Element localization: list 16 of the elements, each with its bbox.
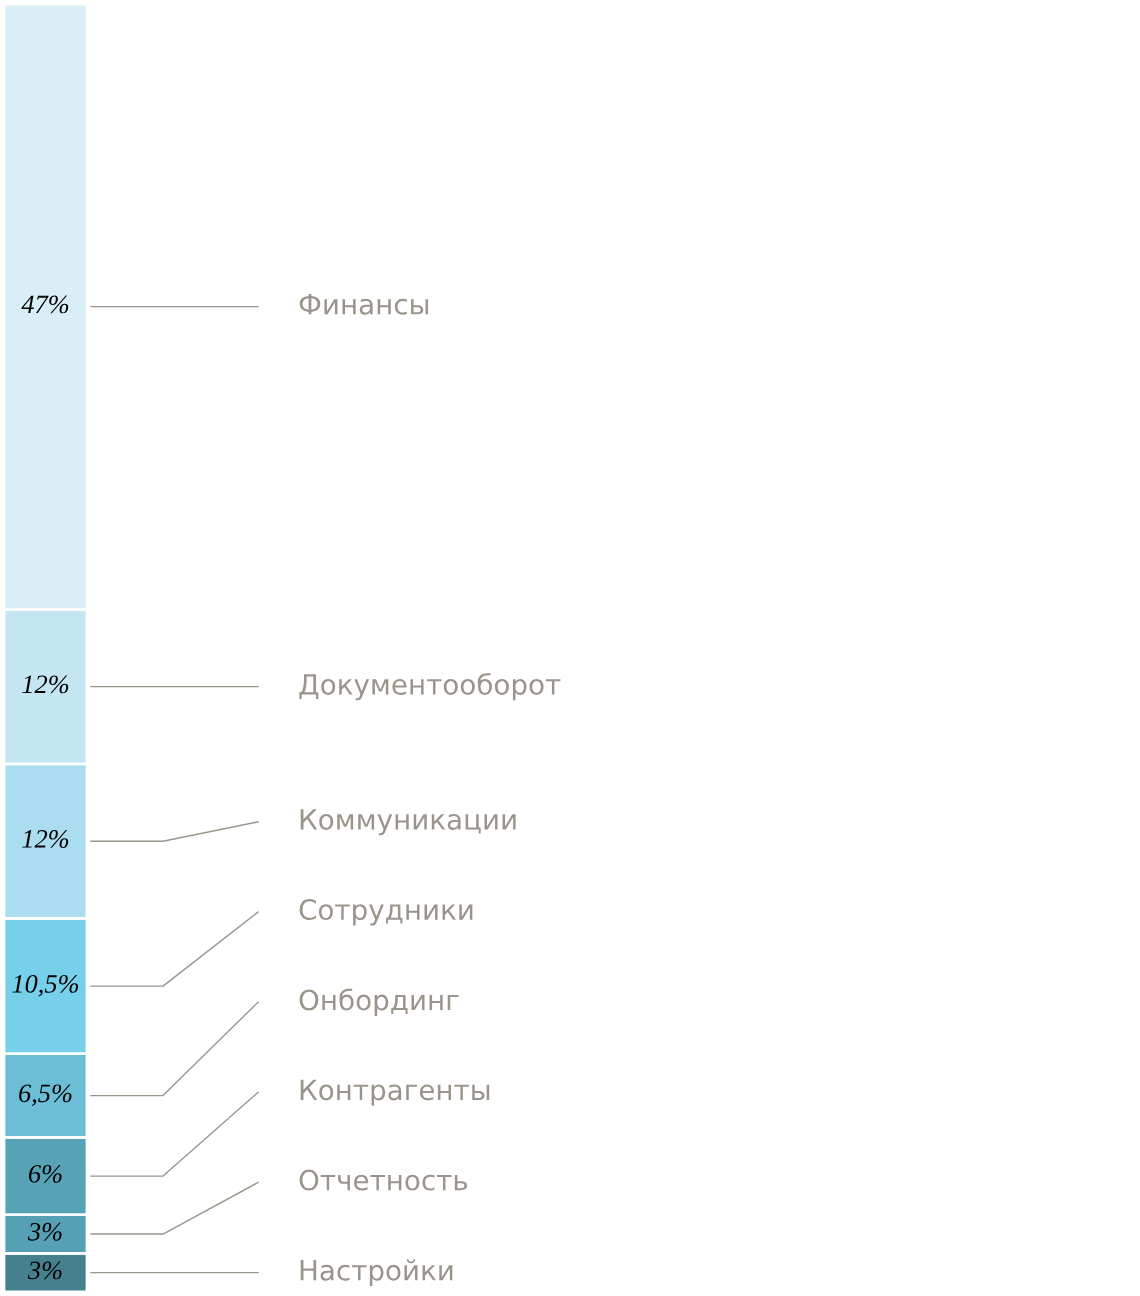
data-label: 47% — [21, 295, 69, 314]
data-label: 6,5% — [19, 1084, 72, 1106]
text: Настройки — [300, 1259, 453, 1287]
text: Финансы — [299, 294, 429, 315]
data-label: 3% — [27, 1222, 62, 1241]
text: Документооборот — [299, 672, 561, 701]
text: Сотрудники — [299, 899, 473, 926]
data-label: 6% — [28, 1164, 62, 1183]
text: Контрагенты — [300, 1079, 490, 1106]
text: Онбординг — [299, 988, 459, 1016]
data-label: 12% — [22, 675, 69, 694]
text: Отчетность — [299, 1169, 468, 1191]
data-label: 3% — [27, 1261, 62, 1280]
data-label: 12% — [22, 830, 69, 848]
text: Коммуникации — [300, 809, 516, 836]
data-label: 10,5% — [12, 974, 79, 997]
